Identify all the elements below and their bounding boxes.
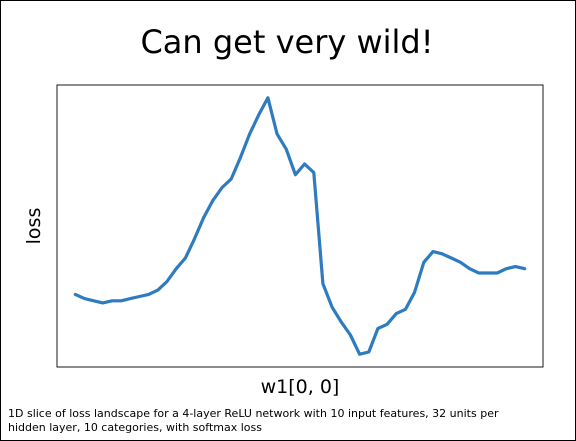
x-axis-label: w1[0, 0]	[261, 376, 340, 398]
plot-frame	[56, 84, 544, 368]
series-line-loss	[73, 96, 527, 356]
slide-title: Can get very wild!	[140, 23, 434, 61]
y-axis-label: loss	[23, 208, 45, 245]
figure-caption: 1D slice of loss landscape for a 4-layer…	[8, 407, 499, 434]
